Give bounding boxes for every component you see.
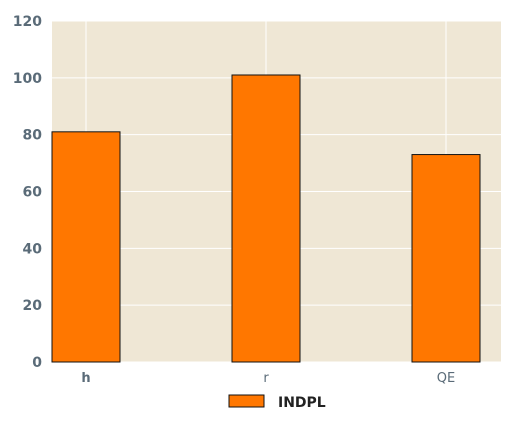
- bar-qe: [411, 154, 481, 363]
- bar-h: [51, 131, 121, 363]
- legend-swatch-indpl: [228, 394, 265, 408]
- y-axis-ticks: 0 20 40 60 80 100 120: [13, 14, 42, 371]
- y-tick-label-5: 100: [13, 71, 42, 87]
- y-tick-label-0: 0: [32, 355, 42, 371]
- bar-r: [231, 74, 301, 363]
- y-tick-label-4: 80: [23, 128, 43, 144]
- x-tick-label-r: r: [263, 371, 269, 386]
- y-tick-label-2: 40: [23, 241, 43, 257]
- y-tick-label-1: 20: [23, 298, 43, 314]
- x-tick-label-qe: QE: [437, 371, 455, 386]
- y-tick-label-3: 60: [23, 185, 43, 201]
- legend: INDPL: [228, 394, 326, 411]
- x-tick-label-h: h: [81, 371, 90, 386]
- bars: [51, 74, 481, 363]
- legend-label-indpl: INDPL: [278, 395, 326, 411]
- x-axis-ticks: h r QE: [81, 371, 455, 386]
- y-tick-label-6: 120: [13, 14, 42, 30]
